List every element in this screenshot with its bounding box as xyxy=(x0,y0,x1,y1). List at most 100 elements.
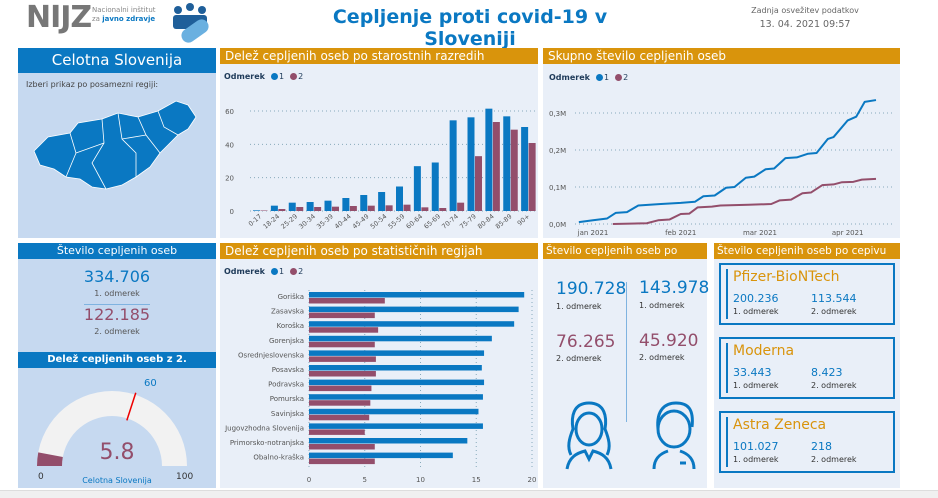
bar-Koroška-dose2 xyxy=(309,327,379,333)
x-tick-label: 55-59 xyxy=(387,212,407,230)
gauge-min: 0 xyxy=(38,472,44,482)
bottom-bar xyxy=(0,490,938,498)
vaccine-name: Moderna xyxy=(733,343,795,359)
bar-Savinjska-dose2 xyxy=(309,414,370,421)
bar-45-49-dose1 xyxy=(360,195,368,211)
bar-Podravska-dose1 xyxy=(309,379,485,386)
legend-label-1: 1 xyxy=(603,73,610,82)
region-chart: 0 5 10 15 20 Goriška Zasavska Koroška Gorenjska O… xyxy=(224,290,537,484)
x-tick-label: 20 xyxy=(528,476,537,484)
nijz-logo: NIJZ Nacionalni inštitut za javno zdravj… xyxy=(26,0,176,42)
x-tick-label: 50-54 xyxy=(369,212,389,230)
y-tick-label: Goriška xyxy=(278,293,304,301)
gauge-track xyxy=(37,391,187,466)
refresh-label: Zadnja osvežitev podatkov xyxy=(751,6,859,15)
x-tick-label: 40-44 xyxy=(333,212,353,230)
legend-title: Odmerek xyxy=(224,72,265,81)
bar-Primorsko-notranjska-dose2 xyxy=(309,444,375,450)
x-tick-label: 30-34 xyxy=(297,212,317,230)
x-tick-label: 70-74 xyxy=(440,212,460,230)
vaccine-dose2-label: 2. odmerek xyxy=(811,307,857,316)
x-tick-label: 35-39 xyxy=(315,212,335,230)
x-tick-label: 65-69 xyxy=(422,212,442,230)
region-chart-panel: Odmerek 1 2 0 5 10 15 20 Goriška Zasavska Koroška… xyxy=(220,259,538,488)
logo-text: NIJZ xyxy=(26,0,92,35)
gauge-target-label: 60 xyxy=(144,378,157,389)
logo-sub2-bold: javno zdravje xyxy=(102,15,156,23)
y-tick-label: Savinjska xyxy=(271,410,304,418)
gauge-title: Delež cepljenih oseb z 2. odmerkom xyxy=(18,352,216,381)
legend-label-2: 2 xyxy=(298,267,304,276)
male-icon xyxy=(652,401,696,470)
bar-Jugovzhodna Slovenija-dose2 xyxy=(309,429,365,435)
page-title: Cepljenje proti covid-19 v Sloveniji xyxy=(332,6,608,50)
line-dose1 xyxy=(578,99,877,224)
vaccine-title: Število cepljenih oseb po cepivu xyxy=(714,243,900,259)
x-tick-label: 80-84 xyxy=(476,212,496,230)
legend-dot-2 xyxy=(615,74,623,81)
bar-65-69-dose1 xyxy=(431,162,439,211)
vaccine-card-astrazeneca: Astra Zeneca 101.027 1. odmerek 218 2. odmer… xyxy=(719,411,895,473)
total-dose2-value: 122.185 xyxy=(83,305,151,324)
total-dose1-value: 334.706 xyxy=(83,267,151,286)
bar-Gorenjska-dose1 xyxy=(309,335,492,342)
x-tick-label: mar 2021 xyxy=(743,229,777,237)
x-tick-label: 15 xyxy=(472,476,481,484)
vaccine-dose2-value: 8.423 xyxy=(811,366,843,379)
x-tick-label: 0-17 xyxy=(247,212,263,228)
bar-Obalno-kraška-dose1 xyxy=(309,452,453,459)
y-tick-label: Obalno-kraška xyxy=(253,454,304,462)
bar-50-54-dose2 xyxy=(385,205,393,211)
logo-sub2-prefix: za xyxy=(92,15,100,23)
slovenia-map[interactable] xyxy=(18,73,216,238)
vaccine-dose2-label: 2. odmerek xyxy=(811,381,857,390)
legend-title: Odmerek xyxy=(549,73,590,82)
sex-divider xyxy=(626,282,627,422)
bar-40-44-dose2 xyxy=(349,206,357,211)
vaccine-dose2-value: 218 xyxy=(811,440,832,453)
gauge-caption: Celotna Slovenija xyxy=(82,476,152,485)
x-tick-label: 75-79 xyxy=(458,212,478,230)
bar-35-39-dose2 xyxy=(332,206,339,211)
region-chart-title: Delež cepljenih oseb po statističnih reg… xyxy=(220,243,538,259)
bar-60-64-dose2 xyxy=(421,207,429,211)
total-dose2-label: 2. odmerek xyxy=(94,327,140,336)
y-tick-label: 0,3M xyxy=(549,110,566,118)
bar-55-59-dose2 xyxy=(403,204,411,211)
y-tick-label: 20 xyxy=(225,175,234,183)
vaccine-card-moderna: Moderna 33.443 1. odmerek 8.423 2. odmerek xyxy=(719,337,895,399)
region-chart-legend: Odmerek 1 2 xyxy=(224,267,303,276)
legend-dot-1 xyxy=(595,74,603,81)
y-tick-label: 60 xyxy=(225,108,234,116)
bar-90+-dose2 xyxy=(528,143,536,211)
male-dose1-value: 143.978 xyxy=(639,278,710,298)
male-dose2-label: 2. odmerek xyxy=(639,353,685,362)
y-tick-label: 0,2M xyxy=(549,147,566,155)
legend-dot-2 xyxy=(290,73,298,80)
bar-Pomurska-dose2 xyxy=(309,400,371,406)
male-dose2-value: 45.920 xyxy=(639,331,699,351)
age-chart: 0 20 40 60 0-1718-2425-2930-3435-3940-4445-4… xyxy=(225,108,536,231)
bar-Podravska-dose2 xyxy=(309,385,372,392)
bar-35-39-dose1 xyxy=(324,200,332,211)
legend-dot-1 xyxy=(270,268,278,275)
bar-30-34-dose2 xyxy=(314,207,322,211)
vaccine-dose1-label: 1. odmerek xyxy=(733,307,779,316)
gauge-max: 100 xyxy=(176,472,194,482)
vaccine-dose2-value: 113.544 xyxy=(811,292,857,305)
vaccine-name: Pfizer-BioNTech xyxy=(733,269,840,285)
bar-30-34-dose1 xyxy=(306,202,314,211)
vaccine-name: Astra Zeneca xyxy=(733,417,827,433)
vaccine-dose2-label: 2. odmerek xyxy=(811,455,857,464)
x-tick-label: apr 2021 xyxy=(832,229,864,237)
male-dose1-label: 1. odmerek xyxy=(639,301,685,310)
bar-18-24-dose2 xyxy=(278,209,286,211)
bar-25-29-dose2 xyxy=(296,207,304,211)
bar-85-89-dose2 xyxy=(510,129,518,211)
erco-logo xyxy=(170,2,212,44)
y-tick-label: Koroška xyxy=(277,322,304,330)
gauge-panel: 5.8 60 0 100 Celotna Slovenija xyxy=(18,368,216,488)
bar-18-24-dose1 xyxy=(270,205,278,211)
bar-Posavska-dose1 xyxy=(309,365,482,371)
vaccine-dose1-value: 33.443 xyxy=(733,366,772,379)
